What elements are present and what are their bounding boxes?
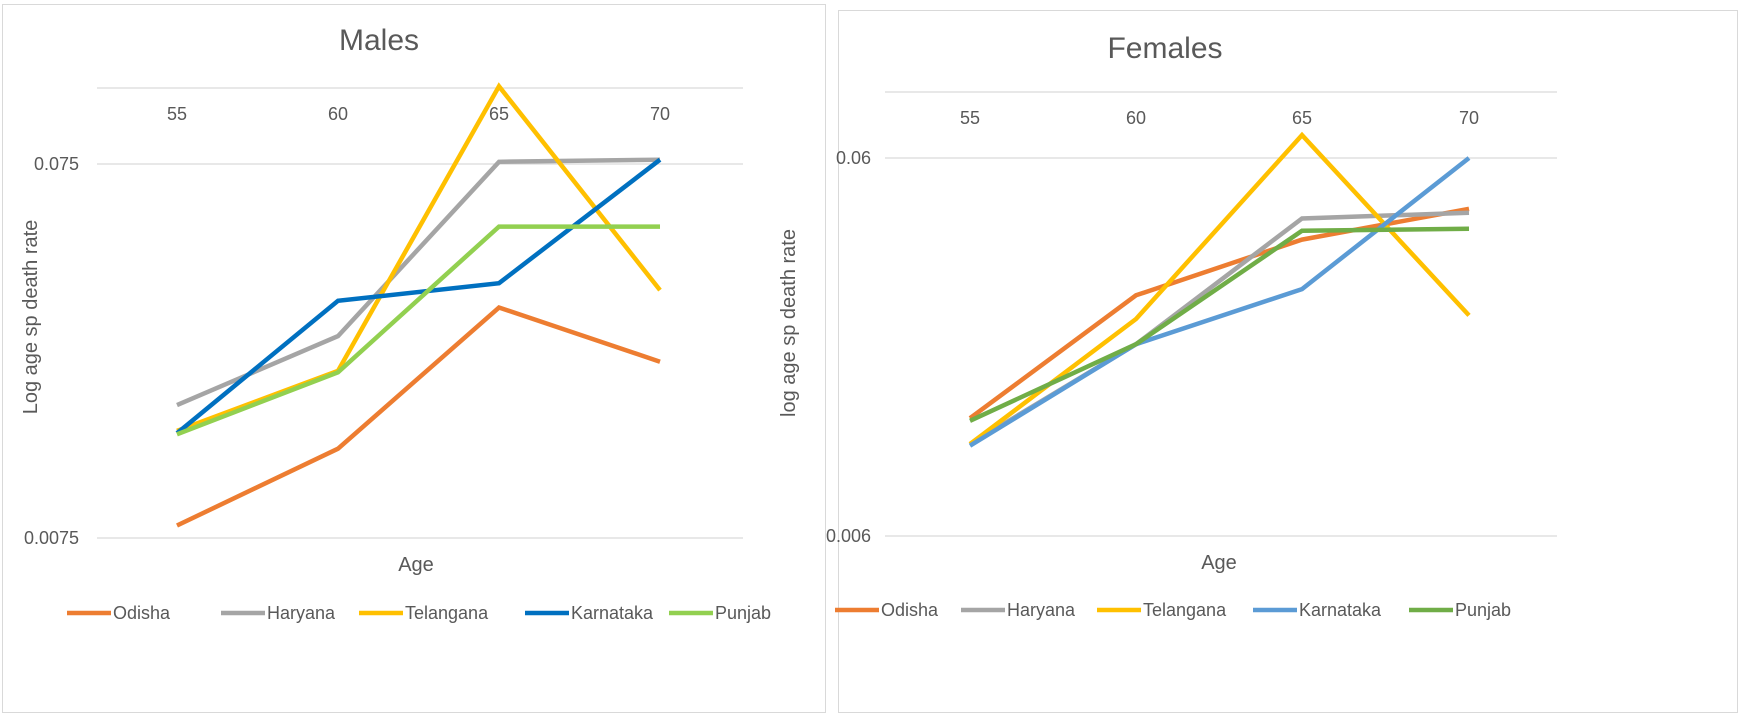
males-chart: Males 55 60 65 70 0.075 0.0075 Age Log age s… <box>20 24 771 623</box>
y-tick-label: 0.006 <box>826 526 871 546</box>
series-line-haryana <box>968 210 1470 447</box>
series-line-punjab <box>176 224 660 437</box>
x-tick-label: 55 <box>167 104 187 124</box>
females-chart-panel: Females 55 60 65 70 0.06 0.006 Age log age s… <box>778 10 1738 713</box>
series-line-odisha <box>176 304 661 528</box>
legend-label-odisha: Odisha <box>881 600 939 620</box>
legend-label-punjab: Punjab <box>715 603 771 623</box>
chart-title: Females <box>1107 32 1222 65</box>
x-tick-label: 60 <box>1126 108 1146 128</box>
legend-label-telangana: Telangana <box>1143 600 1227 620</box>
series-line-punjab <box>969 226 1470 423</box>
x-tick-label: 70 <box>1459 108 1479 128</box>
legend: Odisha Haryana Telangana Karnataka Punjab <box>67 603 771 623</box>
series-line-telangana <box>176 82 662 434</box>
series-line-karnataka <box>968 156 1471 448</box>
x-tick-label: 55 <box>960 108 980 128</box>
y-tick-label: 0.0075 <box>24 528 79 548</box>
y-tick-label: 0.075 <box>34 154 79 174</box>
males-chart-panel: Males 55 60 65 70 0.075 0.0075 Age Log age s… <box>2 4 826 713</box>
chart-title: Males <box>339 24 419 57</box>
x-tick-label: 65 <box>489 104 509 124</box>
legend-label-karnataka: Karnataka <box>1299 600 1382 620</box>
legend-label-punjab: Punjab <box>1455 600 1511 620</box>
legend-label-telangana: Telangana <box>405 603 489 623</box>
series-line-karnataka <box>175 157 662 435</box>
x-tick-label: 70 <box>650 104 670 124</box>
legend-label-karnataka: Karnataka <box>571 603 654 623</box>
females-chart: Females 55 60 65 70 0.06 0.006 Age log age s… <box>778 32 1557 620</box>
legend-label-haryana: Haryana <box>1007 600 1076 620</box>
series-line-haryana <box>176 157 661 408</box>
x-tick-label: 60 <box>328 104 348 124</box>
y-axis-title: log age sp death rate <box>778 229 800 417</box>
y-tick-label: 0.06 <box>836 148 871 168</box>
x-axis-title: Age <box>398 554 434 576</box>
y-axis-title: Log age sp death rate <box>20 220 42 415</box>
legend: Odisha Haryana Telangana Karnataka Punjab <box>835 600 1511 620</box>
legend-label-odisha: Odisha <box>113 603 171 623</box>
legend-label-haryana: Haryana <box>267 603 336 623</box>
x-axis-title: Age <box>1201 552 1237 574</box>
x-tick-label: 65 <box>1292 108 1312 128</box>
